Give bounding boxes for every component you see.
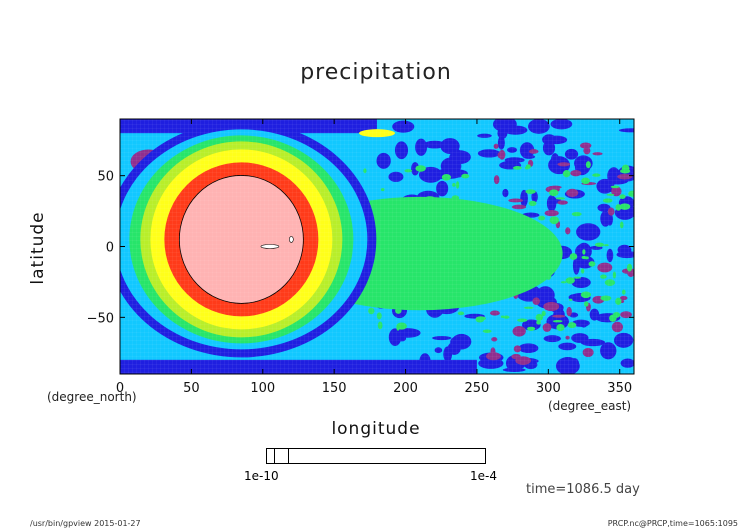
x-tick-label: 100 [250, 381, 275, 396]
colorbar [266, 448, 486, 464]
x-tick-label: 250 [465, 381, 490, 396]
colorbar-segment-pink [289, 449, 485, 463]
x-tick-label: 200 [393, 381, 418, 396]
y-tick-label: 0 [106, 241, 114, 256]
x-tick-label: 0 [116, 381, 124, 396]
colorbar-segment-dark [267, 449, 275, 463]
footer-right: PRCP.nc@PRCP,time=1065:1095 [607, 519, 738, 528]
x-tick-label: 150 [322, 381, 347, 396]
footer-left: /usr/bin/gpview 2015-01-27 [30, 519, 141, 528]
y-axis-unit: (degree_north) [47, 390, 137, 404]
chart-title: precipitation [300, 60, 452, 85]
time-label: time=1086.5 day [526, 482, 640, 497]
colorbar-segment-red [275, 449, 289, 463]
y-tick-label: −50 [87, 311, 114, 326]
colorbar-left-label: 1e-10 [244, 469, 279, 483]
grid-overlay [120, 119, 634, 374]
x-axis-unit: (degree_east) [548, 399, 632, 413]
x-tick-label: 350 [607, 381, 632, 396]
x-tick-label: 50 [183, 381, 200, 396]
x-axis-label: longitude [331, 419, 421, 439]
colorbar-right-label: 1e-4 [470, 469, 497, 483]
y-tick-label: 50 [97, 170, 114, 185]
y-axis-label: latitude [28, 211, 48, 285]
x-tick-label: 300 [536, 381, 561, 396]
